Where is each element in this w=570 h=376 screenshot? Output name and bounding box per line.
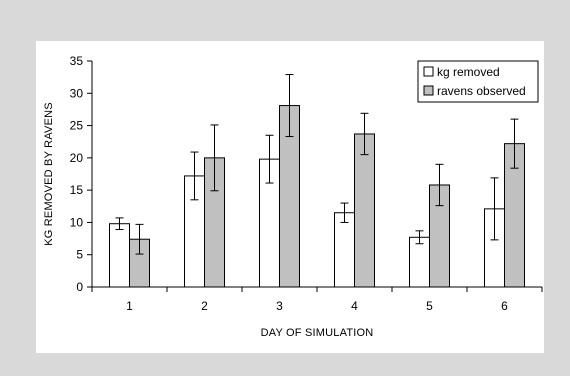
x-tick-label: 3 [276, 299, 283, 313]
x-tick-label: 6 [501, 299, 508, 313]
y-tick-label: 20 [70, 151, 84, 165]
legend-label-ravens-observed: ravens observed [437, 84, 526, 98]
legend-swatch-ravens-observed [423, 85, 434, 96]
x-ticks: 1 2 3 4 5 6 [91, 287, 543, 313]
y-tick-label: 5 [76, 248, 83, 262]
bar-kg-removed-day-1 [109, 223, 130, 288]
y-tick-label: 10 [70, 215, 84, 229]
bar-ravens-observed-day-4 [354, 133, 375, 288]
x-tick-label: 1 [126, 299, 133, 313]
x-tick-label: 5 [426, 299, 433, 313]
y-tick-label: 0 [76, 280, 83, 294]
error-bars-layer [115, 74, 519, 255]
bars-layer [109, 105, 525, 288]
y-tick-label: 15 [70, 183, 84, 197]
bar-kg-removed-day-5 [409, 236, 430, 288]
y-axis-label: KG REMOVED BY RAVENS [43, 102, 55, 246]
legend: kg removed ravens observed [417, 60, 539, 103]
x-tick-label: 2 [201, 299, 208, 313]
legend-label-kg-removed: kg removed [437, 65, 500, 79]
y-tick-label: 30 [70, 86, 84, 100]
x-axis-label: DAY OF SIMULATION [261, 327, 374, 339]
bar-kg-removed-day-4 [334, 212, 355, 288]
y-tick-label: 25 [70, 119, 84, 133]
y-tick-label: 35 [70, 54, 84, 68]
y-ticks: 0 5 10 15 20 25 30 35 [70, 54, 92, 294]
legend-swatch-kg-removed [423, 66, 434, 77]
legend-box [417, 60, 539, 103]
x-tick-label: 4 [351, 299, 358, 313]
